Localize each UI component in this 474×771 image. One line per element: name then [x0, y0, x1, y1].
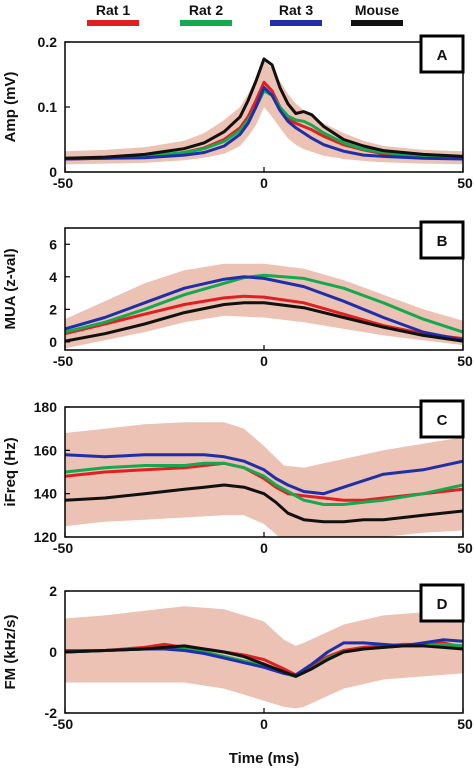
- panel-label: A: [437, 47, 448, 64]
- x-axis-label: Time (ms): [229, 750, 300, 767]
- y-tick-label: 6: [49, 236, 57, 252]
- y-tick-label: -2: [45, 705, 58, 721]
- panel-label: D: [437, 596, 448, 613]
- x-tick-label: 50: [457, 175, 473, 191]
- x-tick-label: 0: [260, 716, 268, 732]
- series-line-mouse: [65, 301, 463, 343]
- y-tick-label: 120: [34, 529, 58, 545]
- legend-label-4: Mouse: [355, 2, 400, 18]
- y-tick-label: 140: [34, 486, 58, 502]
- variability-band: [65, 422, 463, 537]
- y-tick-label: 0.1: [38, 99, 58, 115]
- y-tick-label: 0.2: [38, 34, 58, 50]
- panel-label-box: [419, 583, 465, 623]
- y-tick-label: 0: [49, 644, 57, 660]
- series-line-mouse: [65, 644, 463, 678]
- y-tick-label: 4: [49, 269, 57, 285]
- series-line-mouse: [65, 483, 463, 524]
- x-tick-label: -50: [53, 540, 73, 556]
- panel-label-box: [419, 399, 465, 439]
- x-tick-label: 50: [457, 540, 473, 556]
- plot-area: [65, 57, 463, 165]
- legend-label-1: Rat 1: [96, 2, 130, 18]
- legend-label-2: Rat 2: [189, 2, 223, 18]
- series-line-rat-1: [65, 461, 463, 502]
- plot-area: [65, 422, 463, 537]
- x-tick-label: 50: [457, 353, 473, 369]
- panel-C: -50 0 50 120 140 160 180 iFreq (Hz) C: [2, 399, 473, 556]
- x-tick-label: 0: [260, 353, 268, 369]
- series-line-rat-3: [65, 86, 463, 161]
- series-line-rat-2: [65, 461, 463, 506]
- panel-label-box: [419, 34, 465, 74]
- y-axis-label: FM (kHz/s): [2, 614, 19, 689]
- legend-swatch-1: [87, 20, 139, 26]
- variability-band: [65, 60, 463, 165]
- legend: Rat 1 Rat 2 Rat 3 Mouse: [87, 2, 403, 26]
- y-tick-label: 180: [34, 399, 58, 415]
- plot-area: [65, 606, 463, 709]
- y-tick-label: 2: [49, 583, 57, 599]
- panel-B: -50 0 50 0 2 4 6 MUA (z-val) B: [2, 220, 473, 369]
- legend-swatch-2: [180, 20, 232, 26]
- y-axis-label: Amp (mV): [2, 72, 19, 143]
- y-tick-label: 0: [49, 164, 57, 180]
- x-tick-label: -50: [53, 175, 73, 191]
- legend-swatch-3: [270, 20, 322, 26]
- variability-band: [65, 606, 463, 709]
- series-line-rat-3: [65, 275, 463, 342]
- y-tick-label: 0: [49, 334, 57, 350]
- legend-label-3: Rat 3: [279, 2, 313, 18]
- legend-swatch-4: [351, 20, 403, 26]
- series-line-mouse: [65, 57, 463, 160]
- variability-band: [65, 263, 463, 349]
- panel-label-box: [419, 220, 465, 260]
- series-line-rat-1: [65, 294, 463, 341]
- y-tick-label: 2: [49, 301, 57, 317]
- y-axis-label: MUA (z-val): [2, 248, 19, 329]
- x-tick-label: -50: [53, 353, 73, 369]
- x-tick-label: -50: [53, 716, 73, 732]
- y-axis-label: iFreq (Hz): [2, 437, 19, 506]
- plot-area: [65, 263, 463, 349]
- panel-D: -50 0 50 -2 0 2 FM (kHz/s) D Time (ms): [2, 583, 473, 767]
- x-tick-label: 0: [260, 540, 268, 556]
- y-tick-label: 160: [34, 442, 58, 458]
- panel-label: B: [437, 233, 448, 250]
- panel-label: C: [437, 412, 448, 429]
- series-line-rat-3: [65, 453, 463, 496]
- x-tick-label: 50: [457, 716, 473, 732]
- x-tick-label: 0: [260, 175, 268, 191]
